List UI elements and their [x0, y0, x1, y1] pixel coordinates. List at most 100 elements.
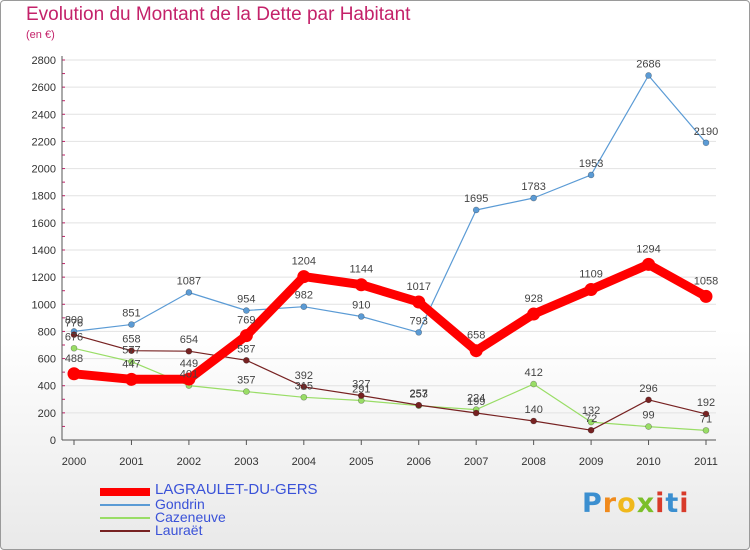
data-label: 800	[65, 314, 83, 326]
logo-letter: i	[655, 488, 666, 519]
legend-swatch-cazeneuve	[100, 516, 150, 519]
data-label: 257	[410, 388, 428, 400]
data-label: 315	[295, 380, 313, 392]
data-point	[300, 303, 308, 311]
y-tick-label: 1400	[32, 245, 56, 257]
data-label: 587	[237, 343, 255, 355]
data-label: 2190	[694, 126, 718, 138]
y-tick-label: 2600	[32, 82, 56, 94]
data-label: 1783	[521, 181, 545, 193]
data-point	[469, 344, 483, 358]
data-point	[702, 410, 710, 418]
data-label: 296	[639, 383, 657, 395]
x-tick-label: 2003	[234, 456, 258, 468]
data-label: 224	[467, 393, 485, 405]
data-label: 132	[582, 405, 600, 417]
x-tick-label: 2000	[62, 456, 86, 468]
data-point	[645, 423, 652, 430]
data-label: 1144	[349, 264, 373, 276]
series-line-gondrin	[73, 74, 707, 333]
data-point	[527, 307, 541, 321]
data-point	[239, 329, 253, 343]
data-point	[702, 139, 710, 147]
x-tick-label: 2005	[349, 456, 373, 468]
data-label: 1087	[177, 275, 201, 287]
data-label: 793	[410, 315, 428, 327]
logo-letter: P	[582, 488, 603, 519]
data-point	[584, 282, 598, 296]
logo-letter: x	[636, 488, 656, 519]
data-point	[530, 194, 537, 202]
legend-label: LAGRAULET-DU-GERS	[155, 481, 318, 498]
data-label: 1953	[579, 158, 603, 170]
data-label: 488	[65, 353, 83, 365]
data-point	[243, 388, 250, 395]
data-label: 954	[237, 294, 255, 306]
data-label: 72	[585, 413, 597, 425]
data-point	[128, 321, 135, 328]
data-label: 654	[180, 334, 198, 346]
data-point	[530, 417, 537, 425]
x-tick-label: 2007	[464, 456, 488, 468]
data-label: 658	[122, 334, 140, 346]
data-label: 982	[295, 290, 313, 302]
y-tick-label: 1600	[32, 218, 56, 230]
y-tick-label: 600	[38, 354, 56, 366]
data-point	[67, 367, 81, 381]
data-label: 1109	[579, 268, 603, 280]
legend-swatch-lauraet	[100, 529, 150, 532]
x-tick-label: 2002	[177, 456, 201, 468]
data-point	[412, 295, 426, 309]
data-point	[300, 383, 308, 391]
data-point	[587, 418, 595, 426]
data-label: 412	[524, 367, 542, 379]
data-label: 253	[410, 389, 428, 401]
chart-title: Evolution du Montant de la Dette par Hab…	[26, 4, 411, 25]
data-label: 851	[122, 308, 140, 320]
data-point	[530, 380, 537, 388]
data-label: 401	[180, 369, 198, 381]
data-point	[415, 401, 423, 409]
y-tick-label: 1200	[32, 272, 56, 284]
data-label: 776	[65, 318, 83, 330]
data-label: 291	[352, 384, 370, 396]
logo-letter: o	[617, 488, 637, 519]
series-line-lagraulet	[69, 259, 711, 384]
data-label: 1017	[406, 281, 430, 293]
y-tick-label: 1800	[32, 191, 56, 203]
data-label: 1695	[464, 193, 488, 205]
data-label: 676	[65, 331, 83, 343]
y-tick-label: 200	[38, 408, 56, 420]
data-label: 327	[352, 379, 370, 391]
data-label: 99	[642, 410, 654, 422]
logo-letter: i	[679, 488, 690, 519]
x-tick-label: 2004	[292, 456, 316, 468]
data-label: 192	[697, 397, 715, 409]
data-point	[645, 396, 652, 404]
data-point	[415, 329, 423, 336]
x-tick-label: 2001	[119, 456, 143, 468]
x-tick-label: 2010	[636, 456, 660, 468]
data-point	[70, 344, 78, 352]
data-point	[243, 307, 250, 314]
proxiti-logo: Proxiti	[582, 488, 690, 519]
data-point	[70, 331, 78, 338]
data-label: 928	[524, 293, 542, 305]
data-point	[297, 270, 311, 284]
data-label: 1294	[636, 243, 660, 255]
legend-swatch-lagraulet	[100, 487, 150, 496]
data-point	[357, 313, 365, 320]
chart-subtitle: (en €)	[26, 29, 55, 41]
data-point	[357, 392, 365, 399]
data-point	[182, 372, 196, 386]
data-label: 1204	[292, 256, 316, 268]
y-tick-label: 800	[38, 326, 56, 338]
data-label: 140	[524, 404, 542, 416]
x-tick-label: 2008	[521, 456, 545, 468]
data-label: 769	[237, 315, 255, 327]
data-point	[354, 278, 368, 292]
data-label: 71	[700, 413, 712, 425]
data-point	[185, 289, 193, 296]
logo-letter: r	[602, 488, 618, 519]
data-label: 357	[237, 375, 255, 387]
